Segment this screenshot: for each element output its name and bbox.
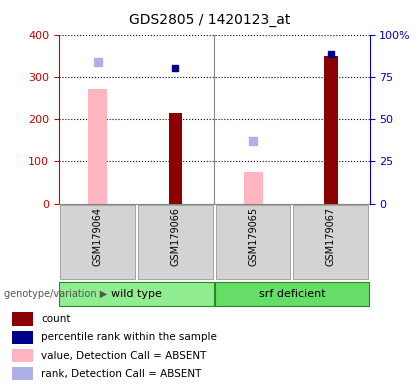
Text: genotype/variation ▶: genotype/variation ▶ xyxy=(4,289,108,299)
Bar xyxy=(13,349,33,362)
Bar xyxy=(13,313,33,326)
Text: percentile rank within the sample: percentile rank within the sample xyxy=(41,332,217,342)
Bar xyxy=(324,56,338,204)
FancyBboxPatch shape xyxy=(138,205,213,279)
Text: wild type: wild type xyxy=(111,289,162,299)
Bar xyxy=(168,113,182,204)
Text: GDS2805 / 1420123_at: GDS2805 / 1420123_at xyxy=(129,13,291,27)
Bar xyxy=(88,89,107,204)
FancyBboxPatch shape xyxy=(59,282,214,306)
Text: value, Detection Call = ABSENT: value, Detection Call = ABSENT xyxy=(41,351,207,361)
Bar xyxy=(244,172,262,204)
Bar xyxy=(13,367,33,380)
Text: srf deficient: srf deficient xyxy=(259,289,325,299)
Bar xyxy=(13,331,33,344)
FancyBboxPatch shape xyxy=(60,205,135,279)
FancyBboxPatch shape xyxy=(294,205,368,279)
Text: rank, Detection Call = ABSENT: rank, Detection Call = ABSENT xyxy=(41,369,202,379)
Text: GSM179064: GSM179064 xyxy=(93,207,102,266)
Text: GSM179067: GSM179067 xyxy=(326,207,336,266)
FancyBboxPatch shape xyxy=(216,205,290,279)
Text: count: count xyxy=(41,314,71,324)
Text: GSM179066: GSM179066 xyxy=(171,207,180,266)
FancyBboxPatch shape xyxy=(215,282,369,306)
Text: GSM179065: GSM179065 xyxy=(248,207,258,266)
